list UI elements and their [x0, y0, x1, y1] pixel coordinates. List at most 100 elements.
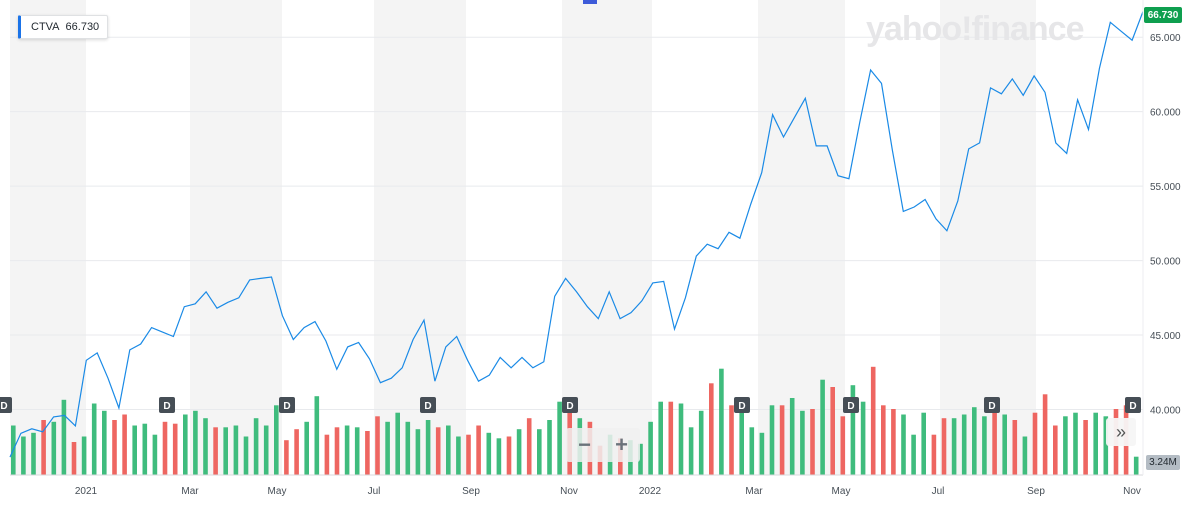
volume-bar — [172, 423, 178, 475]
price-line — [9, 11, 1144, 458]
volume-bar — [112, 420, 117, 475]
x-tick-label: Mar — [745, 486, 763, 497]
volume-bar — [415, 429, 421, 475]
ticker-price: 66.730 — [65, 21, 100, 33]
x-tick-label: Mar — [181, 486, 199, 497]
dividend-marker-label: D — [163, 401, 170, 412]
volume-bar — [1032, 412, 1038, 475]
x-tick-label: Nov — [560, 486, 578, 497]
volume-bar — [557, 401, 562, 475]
dividend-marker-label: D — [424, 401, 431, 412]
volume-bar — [921, 412, 926, 475]
symbol-label[interactable]: CTVA 66.730 — [18, 15, 109, 39]
volume-bar — [820, 379, 825, 475]
dividend-marker — [562, 397, 578, 413]
dividend-marker — [984, 397, 1000, 413]
dividend-marker — [159, 397, 175, 413]
volume-bar — [324, 434, 330, 475]
volume-bar — [698, 410, 704, 475]
volume-bar — [446, 425, 451, 475]
volume-bar — [183, 414, 188, 475]
volume-bar — [810, 409, 815, 475]
volume-bar — [314, 396, 320, 475]
x-tick-label: 2022 — [639, 486, 662, 497]
volume-bar — [1042, 394, 1048, 475]
volume-bar — [648, 421, 653, 475]
dividend-marker-label: D — [988, 401, 995, 412]
volume-bar — [972, 407, 977, 475]
volume-bar — [344, 425, 350, 475]
volume-bar — [1022, 436, 1028, 475]
yahoo-finance-logo: yahoo!finance — [866, 10, 1084, 48]
volume-bar — [203, 418, 208, 475]
dividend-marker — [1125, 397, 1141, 413]
dividend-marker — [734, 397, 750, 413]
volume-bar — [294, 429, 299, 475]
volume-bar — [769, 405, 775, 475]
volume-bar — [537, 429, 542, 475]
volume-badge: 3.24M — [1146, 455, 1180, 470]
y-tick-label: 60.000 — [1150, 108, 1181, 119]
volume-bar — [31, 432, 36, 475]
volume-bar — [709, 383, 714, 475]
volume-bar — [800, 410, 805, 475]
x-tick-label: Jul — [368, 486, 381, 497]
volume-bar — [233, 425, 239, 475]
ticker: CTVA — [31, 21, 60, 33]
volume-bar — [1133, 456, 1139, 475]
volume-bar — [21, 436, 26, 475]
volume-bar — [516, 429, 522, 475]
volume-bar — [243, 436, 249, 475]
volume-bar — [385, 421, 390, 475]
dividend-marker — [279, 397, 295, 413]
volume-bar — [688, 427, 694, 475]
volume-bar — [749, 427, 755, 475]
volume-bar — [102, 410, 107, 475]
volume-bar — [719, 368, 724, 475]
zoom-in-button[interactable]: + — [615, 432, 628, 457]
volume-bar — [91, 403, 97, 475]
volume-bar — [162, 421, 168, 475]
zoom-out-button[interactable]: − — [578, 432, 591, 457]
x-tick-label: Sep — [1027, 486, 1045, 497]
y-tick-label: 50.000 — [1150, 257, 1181, 268]
month-band — [10, 0, 86, 475]
volume-bar — [132, 425, 137, 475]
volume-bar — [365, 431, 370, 475]
volume-bar — [81, 436, 87, 475]
volume-bar — [1083, 420, 1088, 475]
dividend-marker-label: D — [1129, 401, 1136, 412]
range-handle[interactable] — [583, 0, 597, 4]
volume-bar — [547, 420, 552, 475]
volume-bar — [284, 440, 289, 475]
volume-bar — [142, 423, 148, 475]
volume-bar — [911, 434, 916, 475]
volume-bar — [466, 434, 471, 475]
volume-bar — [425, 420, 431, 475]
x-tick-label: May — [268, 486, 287, 497]
volume-bar — [1093, 412, 1098, 475]
volume-bar — [476, 425, 481, 475]
volume-bar — [435, 427, 441, 475]
volume-bar — [860, 401, 866, 475]
volume-bar — [931, 434, 937, 475]
volume-bar — [638, 443, 643, 475]
volume-bar — [122, 414, 127, 475]
volume-bar — [951, 418, 957, 475]
volume-bar — [982, 416, 987, 475]
double-chevron-right-icon[interactable]: » — [1106, 418, 1136, 446]
volume-bar — [789, 398, 795, 475]
volume-bar — [779, 405, 785, 475]
month-band — [562, 0, 652, 475]
volume-bar — [354, 427, 360, 475]
volume-bar — [334, 427, 340, 475]
dividend-marker-label: D — [566, 401, 573, 412]
volume-bar — [1073, 412, 1078, 475]
volume-bar — [526, 418, 532, 475]
volume-bar — [61, 399, 67, 475]
volume-bar — [375, 416, 380, 475]
volume-bar — [253, 418, 259, 475]
volume-bar — [395, 412, 400, 475]
volume-bar — [263, 425, 269, 475]
